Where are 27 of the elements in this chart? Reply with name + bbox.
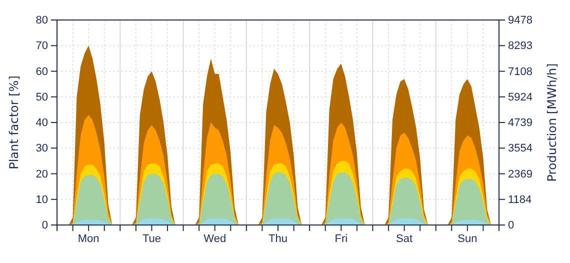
x-tick-label: Thu — [268, 232, 288, 245]
y-tick-label: 80 — [36, 14, 48, 27]
y2-tick-label: 7108 — [508, 66, 532, 78]
y2-tick-label: 5924 — [508, 91, 532, 104]
y-tick-label: 70 — [36, 40, 48, 52]
y-tick-label: 50 — [36, 91, 48, 104]
y2-axis-title: Production [MWh/h] — [545, 63, 559, 182]
x-tick-label: Tue — [142, 232, 161, 245]
y2-tick-label: 0 — [508, 220, 514, 232]
y-tick-label: 30 — [36, 142, 48, 155]
y2-tick-label: 3554 — [508, 142, 532, 155]
x-tick-label: Fri — [334, 232, 348, 245]
y-axis-title: Plant factor [%] — [7, 76, 21, 170]
x-tick-label: Mon — [78, 232, 100, 245]
x-tick-label: Sun — [458, 232, 478, 245]
y-tick-label: 0 — [42, 220, 48, 232]
y2-tick-label: 4739 — [508, 117, 532, 130]
y2-tick-label: 1184 — [508, 194, 532, 206]
y2-tick-label: 8293 — [508, 40, 532, 52]
y-tick-label: 40 — [36, 117, 48, 130]
x-tick-label: Wed — [204, 232, 226, 245]
y-tick-label: 60 — [36, 66, 48, 78]
y-tick-label: 10 — [36, 194, 48, 206]
y-tick-label: 20 — [36, 168, 48, 180]
y2-tick-label: 2369 — [508, 168, 532, 180]
y2-tick-label: 9478 — [508, 14, 532, 27]
x-tick-label: Sat — [396, 232, 413, 245]
